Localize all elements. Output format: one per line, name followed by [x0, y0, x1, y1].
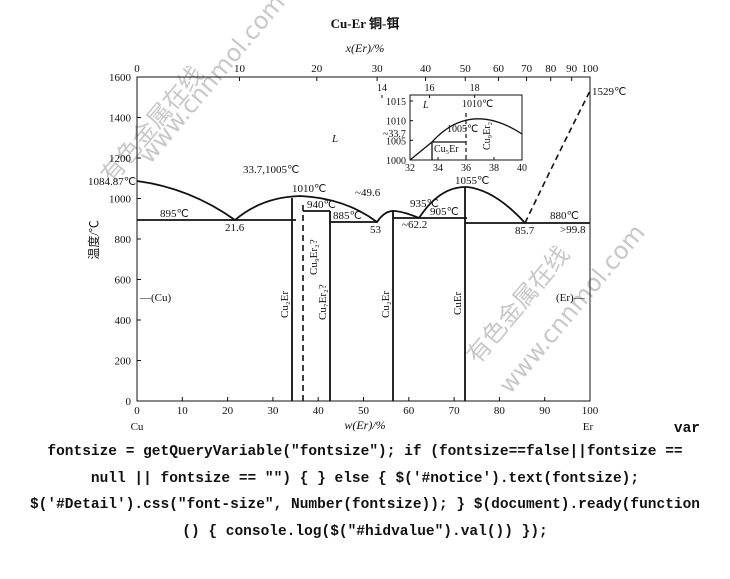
y-axis-label: 温度/℃	[86, 220, 101, 259]
inset-y-tick-label: 1000	[386, 156, 406, 167]
y-tick-label: 800	[115, 234, 132, 246]
annotation: 1010℃	[292, 183, 326, 195]
x-tick-label: 50	[358, 405, 370, 417]
inset-annotation: ~33.7	[383, 129, 406, 140]
y-tick-label: 0	[126, 396, 132, 408]
top-tick-label: 50	[460, 63, 472, 75]
ticks: 0 10 20 30 40 50 60 70 80 90 1000 10 20 30 40 50 60 70 80 9…	[109, 63, 599, 417]
annotation: 905℃	[430, 206, 459, 218]
y-tick-label: 1600	[109, 72, 132, 84]
top-axis-label: x(Er)/%	[345, 41, 385, 55]
annotation: 85.7	[515, 225, 535, 237]
watermark: www.cnnmol.com	[133, 0, 290, 169]
phase-label: Cu₇Er₂?	[317, 284, 329, 320]
end-label: Er	[583, 421, 594, 433]
annotation: 1084.87℃	[88, 176, 136, 188]
y-tick-label: 600	[115, 275, 132, 287]
top-tick-label: 40	[420, 63, 432, 75]
inset-annotation: 1010℃	[462, 99, 493, 110]
code-line: $('#Detail').css(″font-size″, Number(fon…	[30, 497, 700, 513]
annotation: 53	[370, 224, 382, 236]
x-tick-label: 100	[582, 405, 599, 417]
annotation: >99.8	[560, 224, 586, 236]
top-tick-label: 100	[582, 63, 599, 75]
inset: L 1010℃ ~33.7 1005℃ Cu₅Er Cu₉Er₂	[383, 94, 523, 161]
code-line: fontsize = getQueryVariable(″fontsize″);…	[47, 444, 682, 460]
inset-x-tick-label: 36	[461, 163, 471, 174]
inset-x-tick-label: 38	[489, 163, 499, 174]
annotation: —(Cu)	[139, 292, 172, 304]
inset-lines	[409, 118, 523, 161]
annotation: 1529℃	[592, 86, 626, 98]
phase-lines	[136, 90, 591, 401]
inset-annotation: L	[422, 100, 429, 111]
annotations: 1084.87℃ 895℃ 21.6 33.7,1005℃ 1010℃ 940℃…	[88, 86, 626, 320]
inset-y-tick-label: 1005	[386, 136, 406, 147]
top-tick-label: 30	[372, 63, 384, 75]
inset-y-tick-label: 1015	[386, 97, 406, 108]
end-label: Cu	[131, 421, 144, 433]
script-text: var fontsize = getQueryVariable(″fontsiz…	[30, 421, 700, 540]
top-tick-label: 20	[311, 63, 323, 75]
annotation: 940℃	[307, 199, 336, 211]
x-tick-label: 30	[267, 405, 279, 417]
inset-top-tick-label: 16	[425, 83, 435, 94]
inset-frame	[409, 94, 523, 161]
inset-y-tick-label: 1010	[386, 117, 406, 128]
liquidus-dashed	[524, 90, 591, 224]
phase-label: CuEr	[452, 291, 464, 315]
code-line: null || fontsize == ″″) { } else { $('#n…	[91, 471, 639, 487]
x-tick-label: 0	[134, 405, 140, 417]
x-tick-label: 10	[177, 405, 189, 417]
annotation: (Er)—	[556, 292, 586, 304]
x-tick-label: 90	[539, 405, 551, 417]
phase-label: Cu₂Er	[279, 291, 291, 318]
y-tick-label: 1400	[109, 113, 132, 125]
annotation: L	[331, 133, 338, 145]
inset-annotation: 1005℃	[447, 124, 478, 135]
inset-top-tick-label: 18	[470, 83, 480, 94]
annotation: 880℃	[550, 210, 579, 222]
phase-label: Cu₉Er₂?	[308, 239, 320, 275]
inset-x-tick-label: 32	[405, 163, 415, 174]
annotation: 33.7,1005℃	[243, 164, 299, 176]
y-tick-label: 1000	[109, 194, 132, 206]
phase-label: Cu₂Er	[380, 291, 392, 318]
y-tick-label: 1200	[109, 153, 132, 165]
inset-annotation: Cu₉Er₂	[482, 122, 493, 150]
top-tick-label: 10	[234, 63, 246, 75]
top-tick-label: 0	[134, 63, 140, 75]
inset-x-tick-label: 40	[517, 163, 527, 174]
y-tick-label: 200	[115, 356, 132, 368]
annotation: ~49.6	[355, 187, 381, 199]
phase-boundaries	[137, 187, 590, 401]
annotation: 885℃	[333, 210, 362, 222]
top-tick-label: 60	[493, 63, 505, 75]
inset-annotation: Cu₅Er	[434, 144, 459, 155]
top-tick-label: 80	[545, 63, 557, 75]
inset-top-tick-label: 14	[377, 83, 387, 94]
top-tick-label: 70	[521, 63, 533, 75]
code-line: var	[674, 421, 700, 437]
x-tick-label: 20	[222, 405, 234, 417]
title: Cu-Er 铜-铒	[331, 16, 400, 31]
annotation: 895℃	[160, 208, 189, 220]
x-tick-label: 60	[403, 405, 415, 417]
x-tick-label: 40	[313, 405, 325, 417]
annotation: ~62.2	[402, 219, 427, 231]
annotation: 21.6	[225, 222, 245, 234]
watermarks: 有色金属在线 www.cnnmol.com 有色金属在线 www.cnnmol.…	[95, 0, 650, 399]
x-tick-label: 70	[449, 405, 461, 417]
bottom-axis-label: w(Er)/%	[344, 418, 385, 432]
y-tick-label: 400	[115, 315, 132, 327]
top-tick-label: 90	[566, 63, 578, 75]
x-tick-label: 80	[494, 405, 506, 417]
annotation: 1055℃	[455, 175, 489, 187]
code-line: () { console.log($(″#hidvalue″).val()) }…	[182, 524, 547, 540]
annotation: 935℃	[410, 198, 439, 210]
inset-x-tick-label: 34	[433, 163, 443, 174]
